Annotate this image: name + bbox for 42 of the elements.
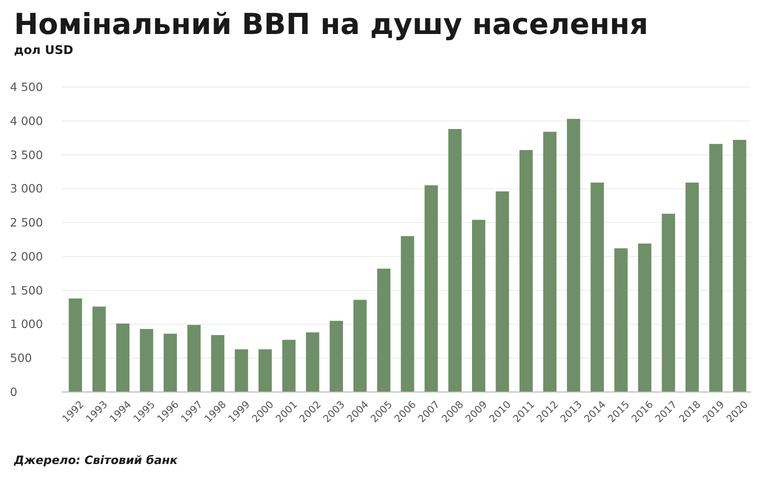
bar — [116, 324, 130, 392]
bar — [709, 144, 723, 392]
bar — [400, 236, 414, 392]
y-tick-label: 2 500 — [10, 216, 43, 230]
bar — [638, 244, 652, 392]
bar — [282, 340, 296, 392]
bar — [662, 214, 676, 392]
bar — [472, 220, 486, 392]
bar — [519, 150, 533, 392]
bar — [164, 334, 177, 392]
text: Джерело: Світовий банк — [13, 453, 179, 467]
bar — [306, 332, 320, 392]
bar — [68, 298, 82, 392]
bar — [732, 140, 746, 392]
y-tick-label: 0 — [10, 385, 18, 400]
bar — [448, 129, 462, 392]
bar — [377, 268, 390, 392]
bar — [543, 132, 556, 392]
y-tick-label: 500 — [10, 351, 32, 366]
bar — [590, 182, 604, 392]
y-tick-label: 1 000 — [10, 317, 43, 332]
bar — [92, 306, 106, 392]
chart-subtitle: дол USD — [14, 43, 74, 57]
y-tick-label: 3 500 — [10, 148, 43, 162]
bar — [258, 349, 272, 392]
bar — [234, 349, 248, 392]
chart-title: Номінальний ВВП на душу населення — [14, 7, 648, 41]
bar — [424, 185, 438, 392]
bar — [566, 118, 580, 392]
bar — [353, 300, 367, 392]
y-tick-label: 4 500 — [10, 80, 43, 94]
bar — [187, 324, 201, 392]
bar — [211, 335, 224, 392]
bar — [614, 248, 628, 392]
bar — [330, 320, 343, 392]
y-tick-label: 4 000 — [10, 114, 43, 128]
y-tick-label: 2 000 — [10, 249, 43, 264]
bar — [686, 182, 699, 392]
bar — [496, 191, 510, 392]
y-tick-label: 3 000 — [10, 182, 43, 196]
y-tick-label: 1 500 — [10, 283, 43, 298]
bar — [140, 328, 154, 392]
